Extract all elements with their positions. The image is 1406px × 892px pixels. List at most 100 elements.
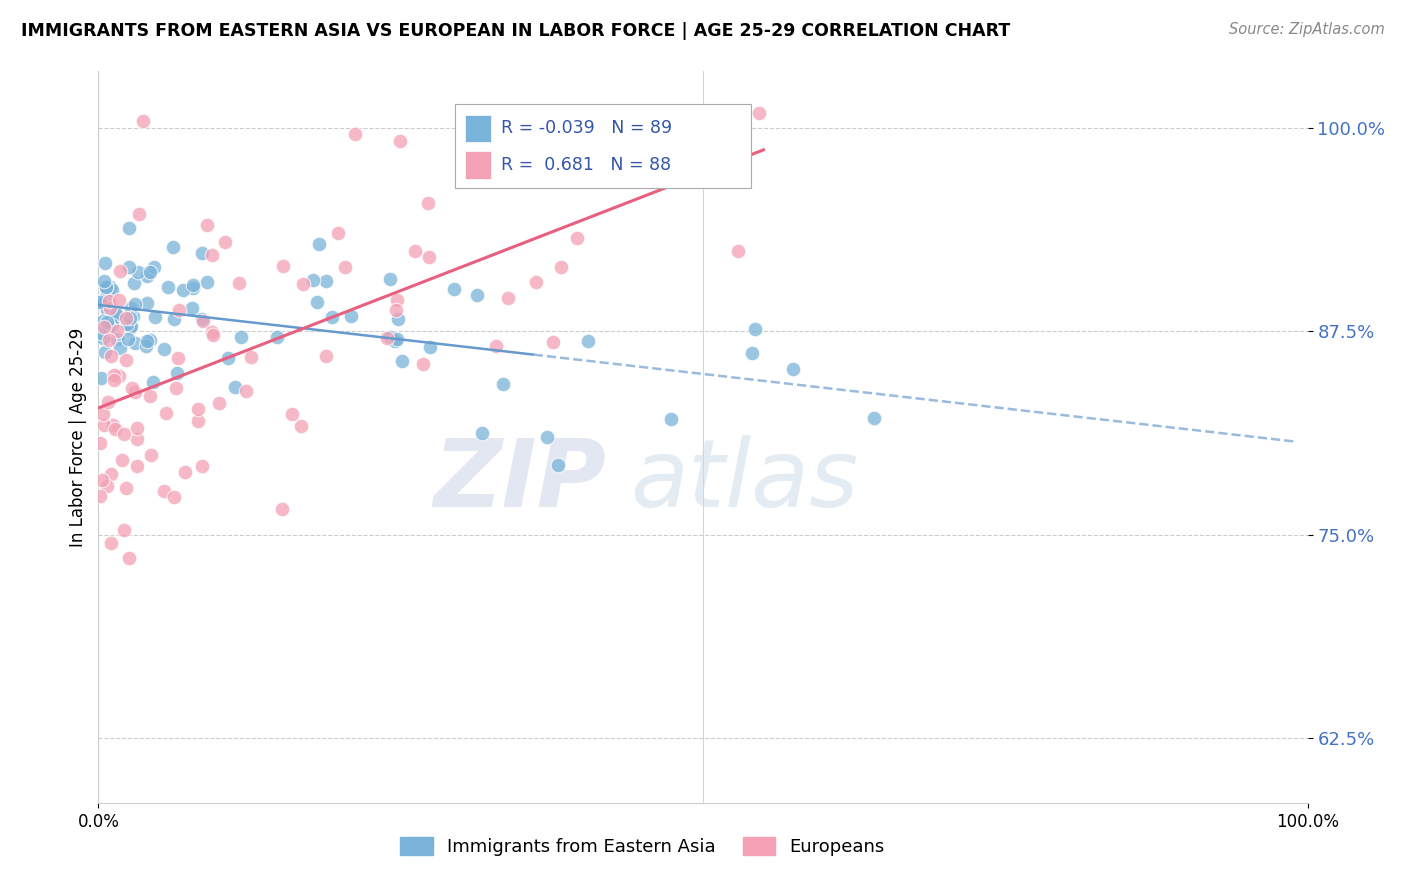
Point (127, 265, 149, 279)
Point (101, 318, 124, 332)
Point (741, 346, 763, 360)
Point (90, 326, 112, 341)
Point (418, 250, 440, 264)
Point (105, 332, 128, 346)
Point (124, 297, 146, 311)
Point (315, 349, 337, 363)
Point (217, 351, 239, 365)
Point (152, 342, 174, 356)
Point (93, 274, 115, 288)
Point (115, 317, 138, 331)
Point (404, 244, 426, 258)
Point (98, 334, 121, 348)
Point (166, 366, 188, 380)
FancyBboxPatch shape (456, 104, 751, 188)
Point (385, 332, 408, 346)
Point (202, 327, 225, 342)
Point (387, 311, 409, 326)
Point (186, 401, 208, 416)
Point (103, 368, 125, 382)
Point (91, 297, 114, 311)
FancyBboxPatch shape (465, 114, 492, 143)
Point (117, 332, 139, 346)
Point (378, 271, 401, 285)
Point (782, 362, 804, 376)
Point (115, 482, 138, 496)
Point (195, 219, 218, 233)
Point (110, 341, 132, 355)
Point (93, 418, 115, 433)
Point (136, 295, 159, 310)
Point (547, 458, 569, 473)
Point (155, 406, 177, 420)
Point (105, 307, 128, 321)
Point (93, 345, 115, 359)
Point (93, 319, 115, 334)
Point (135, 334, 157, 349)
Point (142, 260, 165, 275)
Point (492, 377, 515, 392)
Point (96, 287, 118, 301)
Point (235, 384, 257, 399)
Point (122, 277, 145, 291)
Point (97, 395, 120, 409)
Point (567, 231, 589, 245)
Point (107, 293, 129, 308)
Point (120, 301, 142, 315)
Point (307, 295, 329, 310)
Point (498, 291, 520, 305)
Point (172, 283, 194, 297)
Point (384, 334, 406, 348)
Point (93, 255, 115, 269)
Point (706, 120, 728, 135)
Point (224, 379, 246, 393)
Point (240, 351, 263, 365)
Point (96, 302, 118, 317)
Point (96, 479, 118, 493)
Point (201, 325, 224, 339)
Point (98, 320, 121, 334)
Point (118, 310, 141, 325)
Point (91, 407, 114, 421)
Point (100, 467, 122, 481)
Point (187, 414, 209, 428)
Point (91, 314, 114, 328)
Point (103, 314, 125, 328)
Point (121, 309, 143, 323)
Point (727, 244, 749, 258)
Point (321, 310, 343, 324)
Point (112, 426, 135, 441)
Point (195, 275, 218, 289)
Text: IMMIGRANTS FROM EASTERN ASIA VS EUROPEAN IN LABOR FORCE | AGE 25-29 CORRELATION : IMMIGRANTS FROM EASTERN ASIA VS EUROPEAN… (21, 22, 1011, 40)
Point (89, 295, 111, 310)
Point (412, 357, 434, 371)
Point (118, 260, 141, 274)
Text: R = -0.039   N = 89: R = -0.039 N = 89 (501, 120, 672, 137)
Point (143, 310, 166, 324)
Point (100, 349, 122, 363)
Point (661, 411, 683, 425)
Point (127, 432, 149, 446)
Point (229, 330, 252, 344)
Point (470, 426, 492, 441)
Point (302, 273, 325, 287)
Point (697, 174, 720, 188)
Point (308, 236, 330, 251)
Point (166, 351, 188, 365)
Point (96, 283, 118, 297)
Point (191, 458, 214, 473)
Point (292, 277, 315, 292)
Point (190, 246, 212, 260)
Point (228, 276, 250, 290)
Point (103, 373, 125, 387)
Point (385, 303, 408, 318)
Point (100, 536, 122, 550)
Point (550, 260, 572, 274)
Point (181, 281, 204, 295)
Point (103, 418, 125, 433)
Point (524, 275, 547, 289)
Point (181, 301, 204, 315)
Point (105, 309, 128, 323)
Point (94, 279, 117, 293)
Point (97, 294, 120, 309)
